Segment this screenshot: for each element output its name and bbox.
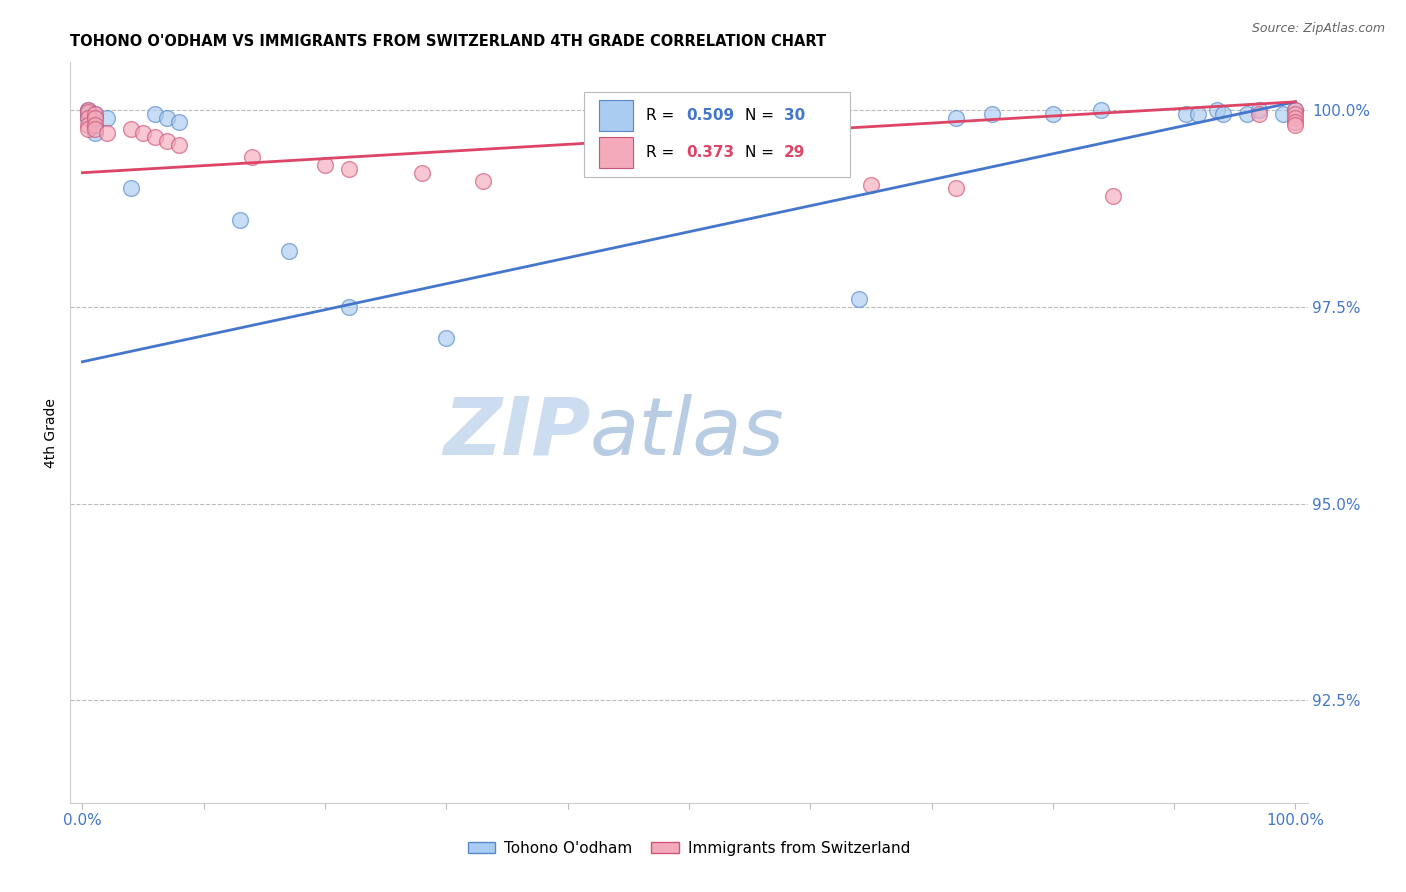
Point xyxy=(229,213,252,227)
Point xyxy=(314,158,336,172)
Point xyxy=(83,114,105,128)
Point xyxy=(77,106,100,120)
Point xyxy=(156,111,179,125)
Point xyxy=(77,105,100,120)
Point xyxy=(240,150,263,164)
Point xyxy=(1284,103,1306,117)
Text: 0.373: 0.373 xyxy=(686,145,734,161)
Point xyxy=(77,111,100,125)
Y-axis label: 4th Grade: 4th Grade xyxy=(45,398,59,467)
Text: TOHONO O'ODHAM VS IMMIGRANTS FROM SWITZERLAND 4TH GRADE CORRELATION CHART: TOHONO O'ODHAM VS IMMIGRANTS FROM SWITZE… xyxy=(70,34,827,49)
Point xyxy=(77,103,100,117)
Point xyxy=(1272,106,1295,120)
Bar xyxy=(599,100,633,131)
Point xyxy=(1102,189,1125,203)
Point xyxy=(156,134,179,148)
Text: 0.509: 0.509 xyxy=(686,108,734,123)
Point xyxy=(1175,106,1198,120)
Point xyxy=(83,119,105,133)
Point xyxy=(1284,114,1306,128)
Point xyxy=(132,126,155,140)
Point xyxy=(83,106,105,120)
Bar xyxy=(599,137,633,169)
FancyBboxPatch shape xyxy=(583,92,849,178)
Point xyxy=(83,122,105,136)
Point xyxy=(1187,106,1209,120)
Point xyxy=(77,119,100,133)
Point xyxy=(1236,106,1258,120)
Point xyxy=(83,111,105,125)
Point xyxy=(83,126,105,140)
Point xyxy=(1247,106,1270,120)
Point xyxy=(143,106,166,120)
Point xyxy=(120,181,142,195)
Point xyxy=(169,138,191,153)
Point xyxy=(848,292,870,306)
Text: 30: 30 xyxy=(785,108,806,123)
Legend: Tohono O'odham, Immigrants from Switzerland: Tohono O'odham, Immigrants from Switzerl… xyxy=(461,835,917,862)
Point xyxy=(945,181,967,195)
Point xyxy=(77,122,100,136)
Point xyxy=(83,106,105,120)
Point xyxy=(337,161,360,176)
Point xyxy=(471,173,494,187)
Point xyxy=(945,111,967,125)
Point xyxy=(1205,103,1227,117)
Point xyxy=(337,300,360,314)
Point xyxy=(1284,103,1306,117)
Point xyxy=(981,106,1004,120)
Point xyxy=(1247,103,1270,117)
Point xyxy=(143,130,166,145)
Text: ZIP: ZIP xyxy=(443,393,591,472)
Point xyxy=(120,122,142,136)
Point xyxy=(1090,103,1112,117)
Text: Source: ZipAtlas.com: Source: ZipAtlas.com xyxy=(1251,22,1385,36)
Text: N =: N = xyxy=(745,108,779,123)
Point xyxy=(77,103,100,117)
Point xyxy=(83,111,105,125)
Point xyxy=(1042,106,1064,120)
Point xyxy=(1284,111,1306,125)
Point xyxy=(77,111,100,125)
Point xyxy=(1212,106,1234,120)
Text: R =: R = xyxy=(645,108,679,123)
Text: R =: R = xyxy=(645,145,679,161)
Point xyxy=(1284,119,1306,133)
Point xyxy=(96,111,118,125)
Text: N =: N = xyxy=(745,145,779,161)
Text: atlas: atlas xyxy=(591,393,785,472)
Point xyxy=(434,331,457,345)
Text: 29: 29 xyxy=(785,145,806,161)
Point xyxy=(169,114,191,128)
Point xyxy=(83,119,105,133)
Point xyxy=(1284,106,1306,120)
Point xyxy=(96,126,118,140)
Point xyxy=(859,178,882,192)
Point xyxy=(277,244,299,259)
Point xyxy=(411,166,433,180)
